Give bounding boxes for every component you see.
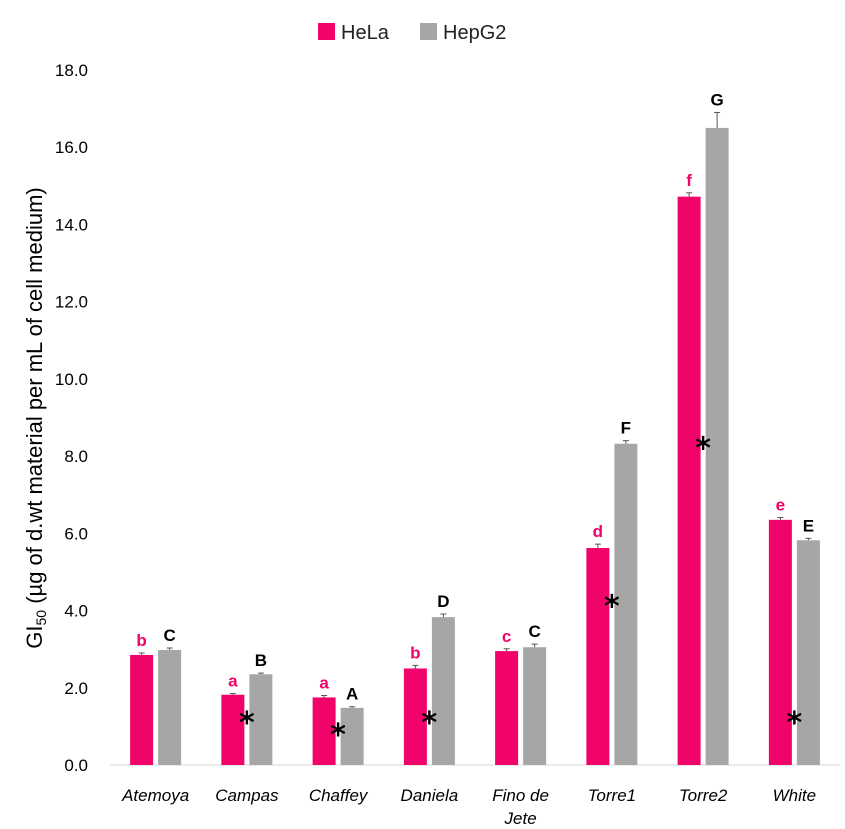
- bar-hepg2: [796, 540, 820, 765]
- x-tick-label: Atemoya: [121, 786, 189, 805]
- x-tick-label: Torre1: [588, 786, 637, 805]
- y-tick-label: 8.0: [64, 447, 88, 466]
- significance-letter: A: [346, 685, 358, 704]
- significance-asterisk: *: [330, 718, 346, 753]
- y-tick-label: 10.0: [55, 370, 88, 389]
- x-tick-label: White: [773, 786, 816, 805]
- significance-letter: F: [621, 419, 631, 438]
- legend-swatch-hela: [318, 23, 335, 40]
- significance-asterisk: *: [239, 706, 255, 741]
- x-tick-label: Chaffey: [309, 786, 369, 805]
- y-axis-title: GI50 (µg of d.wt material per mL of cell…: [22, 187, 49, 648]
- bar-hela: [403, 668, 427, 765]
- bar-hepg2: [340, 707, 364, 765]
- legend-swatch-hepg2: [420, 23, 437, 40]
- x-tick-label: Campas: [215, 786, 279, 805]
- significance-letter: E: [803, 516, 814, 535]
- y-axis-label: GI50 (µg of d.wt material per mL of cell…: [22, 187, 49, 648]
- bar-group: eE *: [768, 496, 820, 765]
- significance-letter: a: [228, 672, 238, 691]
- y-tick-label: 14.0: [55, 215, 88, 234]
- significance-letter: B: [255, 651, 267, 670]
- significance-letter: b: [410, 643, 420, 662]
- y-tick-label: 6.0: [64, 524, 88, 543]
- significance-letter: d: [593, 522, 603, 541]
- bar-hela: [312, 697, 336, 765]
- bar-hepg2: [614, 443, 638, 765]
- bar-hela: [677, 196, 701, 766]
- y-tick-label: 4.0: [64, 602, 88, 621]
- significance-letter: a: [319, 674, 329, 693]
- significance-letter: C: [163, 626, 175, 645]
- bar-hepg2: [705, 127, 729, 765]
- significance-asterisk: *: [604, 589, 620, 624]
- significance-asterisk: *: [695, 431, 711, 466]
- significance-letter: c: [502, 627, 511, 646]
- y-tick-label: 2.0: [64, 679, 88, 698]
- legend-label-hela: HeLa: [341, 22, 390, 44]
- legend-label-hepg2: HepG2: [443, 22, 506, 44]
- bar-hepg2: [523, 647, 547, 765]
- bar-hela: [768, 519, 792, 765]
- bar-hela: [586, 548, 610, 765]
- x-tick-label: Fino de: [492, 786, 549, 805]
- bar-hepg2: [431, 617, 455, 765]
- bar-hepg2: [158, 649, 182, 765]
- bar-hepg2: [249, 674, 273, 765]
- bar-group: d F *: [586, 419, 638, 765]
- legend: HeLa HepG2: [318, 22, 506, 44]
- x-tick-label: Daniela: [401, 786, 459, 805]
- bar-hela: [221, 694, 245, 765]
- significance-letter: b: [136, 631, 146, 650]
- x-tick-label: Jete: [504, 809, 537, 828]
- bar-group: aA*: [312, 674, 364, 765]
- y-tick-label: 16.0: [55, 138, 88, 157]
- bar-hela: [495, 651, 519, 765]
- bar-group: b D *: [403, 592, 455, 765]
- x-tick-label: Torre2: [679, 786, 728, 805]
- bar-group: aB *: [221, 651, 273, 765]
- bars: b CaB*aA*bD*c CdF*fG*eE*: [130, 90, 820, 766]
- bar-group: f G *: [677, 90, 729, 766]
- x-axis: Atemoya Campas Chaffey Daniela Fino de Jete To…: [121, 786, 816, 828]
- significance-letter: f: [686, 171, 692, 190]
- significance-asterisk: *: [787, 706, 803, 741]
- y-tick-label: 12.0: [55, 293, 88, 312]
- bar-hela: [130, 654, 154, 765]
- significance-letter: e: [776, 496, 785, 515]
- y-tick-label: 18.0: [55, 61, 88, 80]
- significance-letter: G: [711, 90, 724, 109]
- significance-letter: D: [437, 592, 449, 611]
- significance-letter: C: [528, 622, 540, 641]
- y-tick-label: 0.0: [64, 756, 88, 775]
- significance-asterisk: *: [422, 706, 438, 741]
